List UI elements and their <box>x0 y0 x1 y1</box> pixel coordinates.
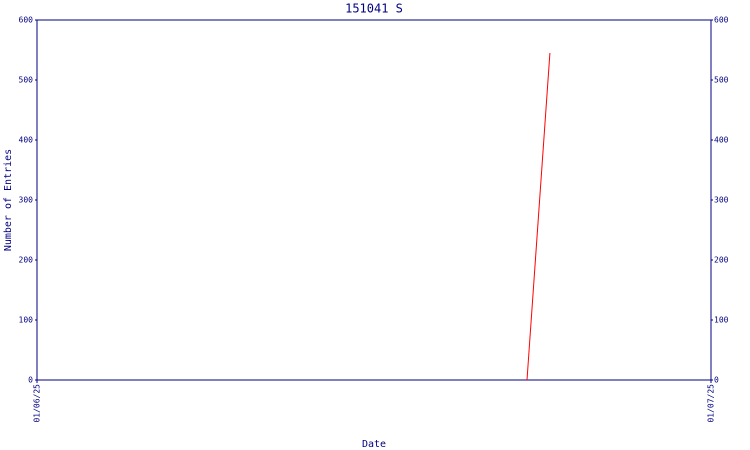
y-axis-label: Number of Entries <box>3 149 14 251</box>
y-tick-label: 300 <box>19 196 34 205</box>
y2-tick-label: 500 <box>714 76 729 85</box>
chart-title: 151041 S <box>345 2 403 16</box>
x-axis-label: Date <box>362 439 386 450</box>
data-line <box>526 52 551 381</box>
y-tick-label: 0 <box>28 376 33 385</box>
y2-tick-label: 0 <box>714 376 719 385</box>
y-tick-label: 200 <box>19 256 34 265</box>
x-tick-label: 01/06/25 <box>33 384 42 423</box>
x-tick-label: 01/07/25 <box>707 384 716 423</box>
y2-tick-label: 200 <box>714 256 729 265</box>
y-tick-label: 500 <box>19 76 34 85</box>
y-tick-label: 100 <box>19 316 34 325</box>
y-tick-label: 600 <box>19 16 34 25</box>
y2-tick-label: 400 <box>714 136 729 145</box>
y2-tick-label: 100 <box>714 316 729 325</box>
y-tick-label: 400 <box>19 136 34 145</box>
y2-tick-label: 300 <box>714 196 729 205</box>
y2-tick-label: 600 <box>714 16 729 25</box>
